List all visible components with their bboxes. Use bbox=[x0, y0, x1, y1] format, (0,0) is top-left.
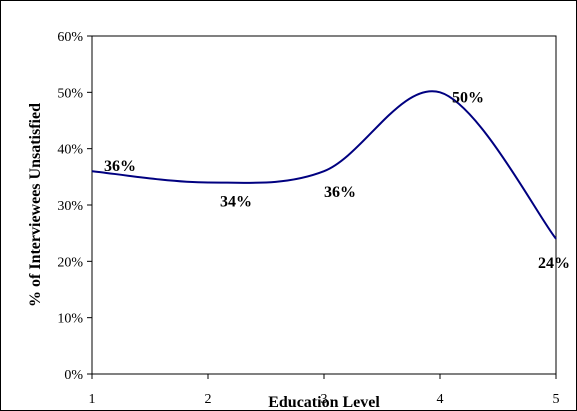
y-tick-label: 40% bbox=[57, 143, 83, 158]
data-label: 36% bbox=[324, 184, 356, 201]
plot-area bbox=[91, 35, 557, 375]
x-tick-label: 5 bbox=[553, 392, 560, 407]
data-labels: 36% 34% 36% 50% 24% bbox=[104, 89, 570, 271]
data-label: 34% bbox=[220, 193, 252, 210]
x-tick-label: 2 bbox=[205, 392, 212, 407]
data-label: 50% bbox=[452, 89, 484, 106]
x-tick-label: 3 bbox=[321, 392, 328, 407]
series-line bbox=[91, 90, 557, 240]
y-tick-label: 30% bbox=[57, 199, 83, 214]
y-tick-label: 60% bbox=[57, 30, 83, 45]
y-tick-label: 10% bbox=[57, 312, 83, 327]
y-axis-title: % of Interviewees Unsatisfied bbox=[27, 103, 44, 307]
x-axis-ticks: 1 2 3 4 5 bbox=[89, 374, 560, 407]
x-axis-title: Education Level bbox=[268, 394, 380, 411]
data-label: 36% bbox=[104, 158, 136, 175]
y-axis-ticks: 0% 10% 20% 30% 40% 50% 60% bbox=[57, 30, 92, 383]
x-tick-label: 4 bbox=[437, 392, 444, 407]
y-tick-label: 0% bbox=[64, 368, 83, 383]
data-label: 24% bbox=[538, 255, 570, 272]
x-tick-label: 1 bbox=[89, 392, 96, 407]
y-tick-label: 20% bbox=[57, 255, 83, 270]
y-tick-label: 50% bbox=[57, 86, 83, 101]
